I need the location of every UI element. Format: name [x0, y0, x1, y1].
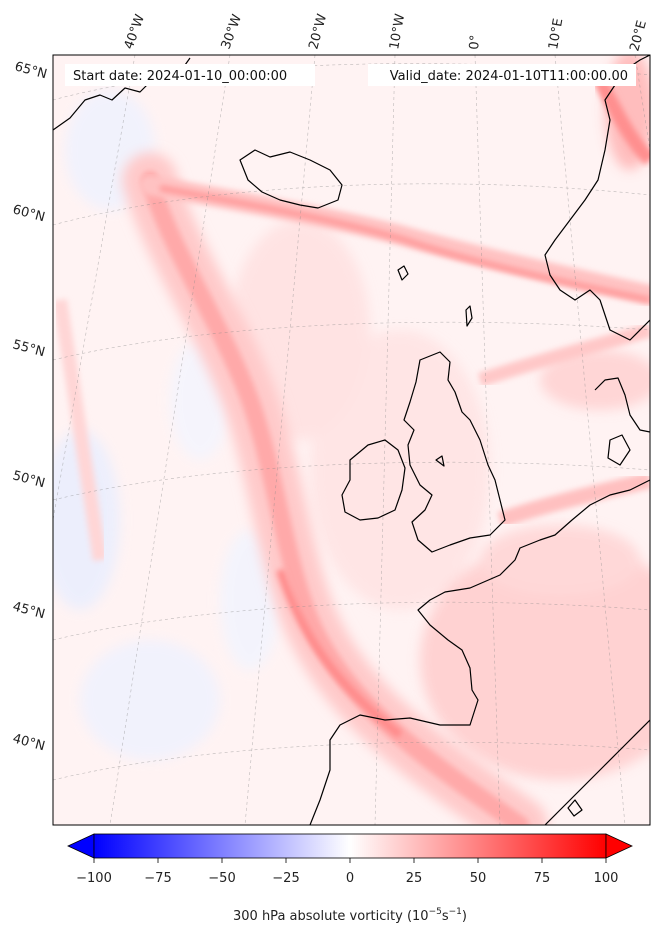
- start-date-box: [65, 64, 315, 86]
- lon-label-20w: 20°W: [306, 12, 330, 51]
- lat-label-65n: 65°N: [13, 59, 49, 82]
- colorbar-label: 300 hPa absolute vorticity (10−5s−1): [233, 907, 467, 924]
- lat-label-55n: 55°N: [11, 337, 47, 360]
- lon-label-10e: 10°E: [546, 17, 566, 50]
- colorbar-tick-label: 25: [406, 871, 423, 886]
- colorbar-tick-label: −25: [272, 871, 299, 886]
- lon-label-40w: 40°W: [122, 12, 148, 51]
- lon-label-0: 0°: [467, 34, 483, 50]
- colorbar-extend-min: [67, 833, 95, 859]
- colorbar-body: [93, 833, 607, 859]
- colorbar-tick-label: 50: [470, 871, 487, 886]
- lon-label-10w: 10°W: [387, 13, 408, 51]
- colorbar-tick-label: 75: [534, 871, 551, 886]
- colorbar-tick-label: 0: [346, 871, 354, 886]
- graticule: [53, 55, 650, 825]
- colorbar-extend-max: [605, 833, 633, 859]
- valid-date-label: Valid_date: 2024-01-10T11:00:00.00: [390, 69, 628, 84]
- lon-label-20e: 20°E: [627, 19, 650, 53]
- valid-date-box: [368, 64, 636, 86]
- vorticity-field: [53, 55, 650, 825]
- colorbar-tick-label: −100: [76, 871, 112, 886]
- lat-label-45n: 45°N: [11, 599, 47, 622]
- colorbar-tick-label: −75: [144, 871, 171, 886]
- lat-label-60n: 60°N: [11, 202, 47, 225]
- start-date-label: Start date: 2024-01-10_00:00:00: [73, 69, 287, 84]
- colorbar: −100 −75 −50 −25 0 25 50 75 100 300 hPa absolute…: [67, 833, 633, 924]
- lat-label-40n: 40°N: [11, 731, 47, 754]
- colorbar-tick-label: −50: [208, 871, 235, 886]
- lat-label-50n: 50°N: [11, 468, 47, 491]
- colorbar-tick-label: 100: [594, 871, 619, 886]
- lon-label-30w: 30°W: [219, 12, 245, 51]
- coastlines: [53, 55, 650, 825]
- map-frame: [52, 54, 651, 826]
